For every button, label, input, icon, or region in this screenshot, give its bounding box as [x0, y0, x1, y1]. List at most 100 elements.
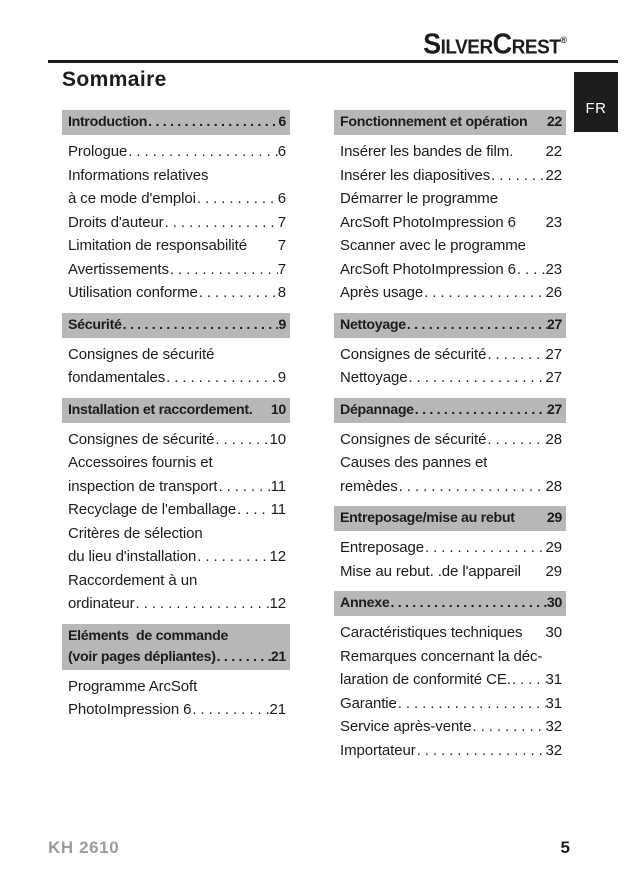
toc-section-header: Annexe . . . . . . . . . . . . . . . . .…: [334, 591, 566, 616]
toc-entry-label: remèdes: [340, 477, 398, 495]
dot-leader: . . . . . . . . . . . . . . . . . . . . …: [398, 477, 546, 495]
toc-entry-label: Consignes de sécurité: [68, 430, 215, 448]
dot-leader: . . . . . . . . . . . . . . . . . . . . …: [135, 595, 270, 612]
toc-line: Mise au rebut. .de l'appareil 29: [340, 560, 562, 584]
toc-entry-label: Avertissements: [68, 260, 169, 278]
toc-entry-label: à ce mode d'emploi: [68, 190, 196, 207]
dot-leader: . . . . . . . . . . . . . . . . . . . . …: [169, 260, 278, 278]
toc-page-number: 12: [269, 548, 287, 565]
toc-page-number: 10: [270, 401, 286, 418]
toc-section-header: Introduction . . . . . . . . . . . . . .…: [62, 110, 290, 135]
toc-section: Sécurité . . . . . . . . . . . . . . . .…: [62, 312, 290, 390]
toc-line: Remarques concernant la déc-: [340, 645, 562, 669]
toc-entry-label: Démarrer le programme: [340, 190, 498, 207]
toc-page-number: 27: [545, 369, 563, 386]
toc-line: Après usage . . . . . . . . . . . . . . …: [340, 281, 562, 305]
footer-page-number: 5: [560, 838, 570, 857]
dot-leader: . . . . . . . . . . . . . . . . . . . . …: [424, 539, 546, 556]
toc-entry-label: Dépannage: [340, 401, 414, 418]
toc-entry-label: Importateur: [340, 741, 416, 759]
dot-leader: . . . . . . . . . . . . . . . . . . . . …: [416, 741, 546, 759]
footer-model: KH 2610: [48, 838, 120, 857]
toc-entry-label: Raccordement à un: [68, 571, 198, 589]
toc-line: Insérer les bandes de film. 22: [340, 140, 562, 164]
toc-line: Recyclage de l'emballage . . . . . . . .…: [68, 498, 286, 522]
toc-line: Annexe . . . . . . . . . . . . . . . . .…: [340, 593, 562, 614]
toc-entry: Prologue . . . . . . . . . . . . . . . .…: [68, 140, 286, 164]
toc-line: Scanner avec le programme: [340, 234, 562, 258]
toc-entry: Consignes de sécurité fondamentales . . .…: [68, 343, 286, 390]
toc-entry-label: PhotoImpression 6: [68, 701, 192, 718]
toc-section-header: Eléments de commande (voir pages dépliant…: [62, 623, 290, 670]
toc-line: du lieu d'installation . . . . . . . . .…: [68, 545, 286, 569]
toc-entry-label: Prologue: [68, 143, 128, 160]
toc-entry: Scanner avec le programme ArcSoft PhotoIm…: [340, 234, 562, 281]
toc-entry-label: Informations relatives: [68, 166, 209, 184]
toc-section-header: Nettoyage . . . . . . . . . . . . . . . …: [334, 312, 566, 338]
toc-entry-label: du lieu d'installation: [68, 548, 197, 565]
language-tab-label: FR: [585, 99, 607, 117]
toc-page-number: 6: [278, 114, 286, 130]
toc-line: Nettoyage . . . . . . . . . . . . . . . …: [340, 315, 562, 336]
toc-section-header: Fonctionnement et opération 22: [334, 110, 566, 135]
toc-line: Consignes de sécurité . . . . . . . . . …: [68, 428, 286, 452]
dot-leader: . . . . . . . . . . . . . . . . . . . . …: [198, 284, 278, 301]
dot-leader: . . . . . . . . . . . . . . . . . . . . …: [192, 701, 270, 718]
toc-line: Informations relatives: [68, 164, 286, 188]
toc-entry: Consignes de sécurité . . . . . . . . . …: [340, 428, 562, 452]
toc-entry-label: Programme ArcSoft: [68, 677, 198, 695]
dot-leader: . . . . . . . . . . . . . . . . . . . . …: [218, 477, 270, 495]
toc-entry-label: Nettoyage: [340, 316, 406, 333]
toc-line: Avertissements . . . . . . . . . . . . .…: [68, 258, 286, 282]
toc-page-number: 32: [545, 718, 563, 735]
toc-line: fondamentales . . . . . . . . . . . . . …: [68, 366, 286, 390]
toc-entry-label: ordinateur: [68, 595, 135, 612]
toc-entry-label: Scanner avec le programme: [340, 237, 526, 254]
toc-page-number: 7: [277, 213, 286, 231]
toc-entry-label: Sécurité: [68, 316, 122, 333]
page-title: Sommaire: [62, 68, 167, 91]
dot-leader: . . . . . . . . . . . . . . . . . . . . …: [487, 430, 545, 448]
toc-entry: Mise au rebut. .de l'appareil 29: [340, 560, 562, 584]
toc-page-number: 22: [545, 143, 563, 160]
toc-page-number: 23: [545, 213, 563, 231]
toc-entry: Informations relatives à ce mode d'emploi…: [68, 164, 286, 211]
toc-entry: Insérer les bandes de film. 22: [340, 140, 562, 164]
toc-page-number: 31: [545, 671, 563, 688]
toc-entry-label: Causes des pannes et: [340, 454, 488, 471]
toc-page-number: 7: [277, 237, 286, 254]
toc-column-2: Fonctionnement et opération 22 Insérer les…: [334, 110, 566, 770]
toc-page-number: 30: [545, 624, 563, 641]
toc-line: Utilisation conforme . . . . . . . . . .…: [68, 281, 286, 305]
toc-entry-label: Fonctionnement et opération: [340, 114, 528, 130]
toc-entry: Après usage . . . . . . . . . . . . . . …: [340, 281, 562, 305]
toc-section: Eléments de commande (voir pages dépliant…: [62, 623, 290, 722]
toc-line: ArcSoft PhotoImpression 6 23: [340, 211, 562, 235]
dot-leader: . . . . . . . . . . . . . . . . . . . . …: [148, 114, 278, 130]
language-tab: FR: [574, 72, 618, 132]
toc-entry-label: fondamentales: [68, 369, 166, 386]
toc-section: Dépannage . . . . . . . . . . . . . . . …: [334, 397, 566, 499]
dot-leader: . . . . . . . . . . . . . . . . . . . . …: [472, 718, 546, 735]
toc-entry: Entreposage . . . . . . . . . . . . . . …: [340, 536, 562, 560]
toc-entry-label: Consignes de sécurité: [340, 430, 487, 448]
toc-line: Prologue . . . . . . . . . . . . . . . .…: [68, 140, 286, 164]
toc-section: Installation et raccordement. 10 Consignes…: [62, 397, 290, 616]
toc-line: Entreposage/mise au rebut 29: [340, 508, 562, 529]
toc-line: remèdes . . . . . . . . . . . . . . . . …: [340, 475, 562, 499]
header-rule: [48, 60, 618, 63]
toc-line: laration de conformité CE. . . . . . . .…: [340, 668, 562, 692]
toc-entry-label: Mise au rebut. .de l'appareil: [340, 562, 521, 580]
toc-page-number: 26: [545, 284, 563, 301]
toc-page-number: 8: [277, 284, 286, 301]
toc-section: Introduction . . . . . . . . . . . . . .…: [62, 110, 290, 305]
toc-section-header: Entreposage/mise au rebut 29: [334, 506, 566, 531]
toc-line: ordinateur . . . . . . . . . . . . . . .…: [68, 592, 286, 616]
toc-entry-label: Droits d'auteur: [68, 213, 164, 231]
toc-line: Limitation de responsabilité 7: [68, 234, 286, 258]
dot-leader: . . . . . . . . . . . . . . . . . . . . …: [196, 190, 278, 207]
toc-line: Démarrer le programme: [340, 187, 562, 211]
toc-entry-label: Limitation de responsabilité: [68, 237, 247, 254]
toc-entry-label: Accessoires fournis et: [68, 454, 213, 471]
toc-entry-label: Consignes de sécurité: [340, 345, 487, 363]
